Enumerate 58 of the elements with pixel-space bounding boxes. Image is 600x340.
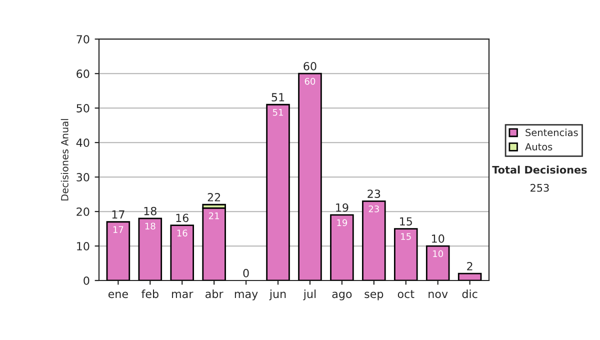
data-label: 15: [401, 233, 411, 240]
y-axis-title: Decisiones Anual: [60, 119, 68, 200]
bar: [138, 218, 162, 280]
total-label: 17: [112, 210, 124, 219]
x-tick-label: nov: [428, 292, 448, 298]
data-label: 51: [272, 109, 283, 116]
x-tick-label: feb: [142, 290, 158, 298]
total-label: 0: [243, 268, 249, 278]
total-label: 15: [400, 217, 412, 226]
data-label: 60: [304, 78, 316, 85]
bar: [426, 245, 450, 280]
total-label: 18: [144, 206, 156, 216]
x-tick-label: jul: [303, 290, 316, 300]
total-label: 19: [336, 203, 348, 212]
total-label: 10: [432, 234, 444, 243]
y-tick-label: 30: [76, 173, 90, 182]
x-tick-label: abr: [206, 290, 224, 298]
x-tick-label: may: [234, 292, 258, 300]
text: Total Decisiones: [492, 166, 587, 174]
total-label: 22: [208, 193, 220, 202]
y-tick-label: 0: [84, 276, 90, 285]
x-tick-label: sep: [364, 292, 384, 300]
y-tick-label: 60: [76, 70, 90, 78]
x-tick-label: mar: [172, 292, 194, 298]
data-label: 23: [368, 205, 379, 212]
data-label: 17: [113, 226, 124, 233]
bar: [330, 214, 354, 280]
data-label: 16: [177, 230, 188, 236]
x-tick-label: oct: [398, 290, 414, 298]
data-label: 18: [145, 222, 156, 230]
text: 253: [530, 184, 549, 192]
bar: [362, 200, 386, 280]
bar: [394, 228, 418, 280]
data-label: 21: [209, 212, 219, 220]
total-label: 51: [272, 93, 284, 102]
bar: [458, 272, 482, 280]
legend-label: Sentencias: [526, 128, 578, 136]
x-tick-label: jun: [269, 290, 286, 300]
bar: [202, 207, 226, 280]
total-label: 2: [467, 262, 472, 270]
bar: [106, 221, 130, 280]
bar: [170, 224, 194, 280]
total-label: 16: [176, 214, 188, 222]
legend-label: Autos: [525, 143, 552, 150]
data-label: 10: [433, 250, 443, 258]
y-tick-label: 70: [76, 35, 90, 44]
y-tick-label: 50: [76, 104, 90, 112]
x-tick-label: dic: [462, 290, 478, 298]
y-tick-label: 20: [76, 208, 90, 216]
bar: [266, 104, 290, 280]
bar: [298, 72, 322, 280]
x-tick-label: ago: [332, 292, 352, 300]
y-tick-label: 40: [76, 138, 90, 147]
x-tick-label: ene: [108, 292, 128, 298]
total-label: 60: [304, 62, 316, 70]
total-label: 23: [368, 190, 380, 198]
y-tick-label: 10: [77, 242, 90, 250]
data-label: 19: [337, 219, 348, 226]
